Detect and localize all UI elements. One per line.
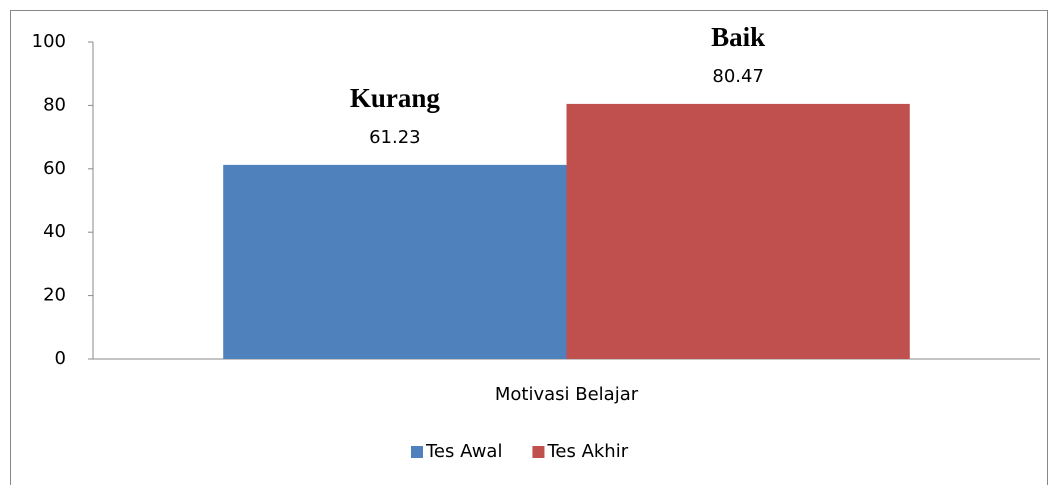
annotation: Kurang bbox=[350, 83, 441, 113]
data-label: 80.47 bbox=[712, 66, 764, 87]
chart-border bbox=[10, 10, 1048, 485]
data-label: 61.23 bbox=[369, 127, 421, 148]
y-tick-label: 80 bbox=[43, 94, 66, 115]
annotation: Baik bbox=[711, 22, 765, 52]
y-tick-label: 100 bbox=[32, 31, 66, 52]
bar bbox=[566, 103, 910, 360]
y-tick-label: 40 bbox=[43, 221, 66, 242]
y-tick-label: 20 bbox=[43, 285, 66, 306]
y-tick-label: 0 bbox=[55, 348, 66, 369]
x-tick-label: Motivasi Belajar bbox=[495, 384, 639, 405]
legend-label: Tes Akhir bbox=[546, 441, 628, 462]
legend-swatch bbox=[411, 446, 423, 458]
legend-swatch bbox=[532, 446, 545, 458]
bar bbox=[223, 164, 567, 359]
legend-label: Tes Awal bbox=[425, 441, 502, 462]
y-tick-label: 60 bbox=[43, 158, 66, 179]
